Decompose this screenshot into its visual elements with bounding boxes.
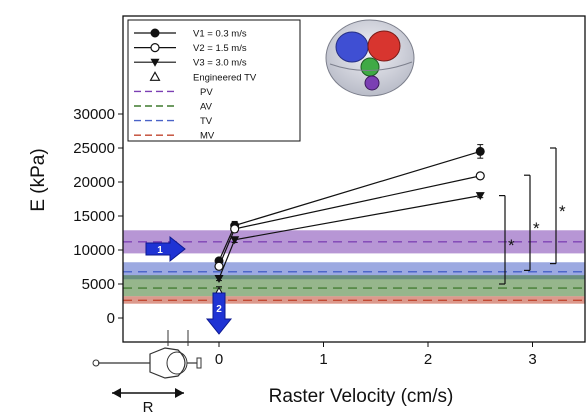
x-tick-label: 2 — [424, 351, 432, 368]
data-point — [475, 171, 485, 181]
y-tick-label: 20000 — [73, 174, 115, 191]
legend-marker — [150, 42, 160, 53]
legend-marker — [149, 71, 161, 81]
legend: V1 = 0.3 m/s V2 = 1.5 m/s V3 = 3.0 m/s Engi… — [127, 19, 301, 142]
significance-bracket: * — [524, 174, 540, 271]
legend-label: V1 = 0.3 m/s — [193, 29, 247, 40]
legend-item: V3 = 3.0 m/s — [134, 58, 247, 69]
x-tick-label: 1 — [319, 351, 327, 368]
y-tick-label: 15000 — [73, 208, 115, 225]
plot-frame — [122, 15, 586, 343]
arrow-1-label: 1 — [157, 245, 163, 256]
y-tick-label: 10000 — [73, 242, 115, 259]
significance-brackets: * * * — [499, 147, 566, 285]
band-av — [123, 275, 585, 297]
arrow-1: 1 — [145, 235, 186, 263]
band-tv — [123, 262, 585, 280]
nozzle-icon — [149, 347, 186, 379]
y-tick-label: 30000 — [73, 106, 115, 123]
tissue-bands — [123, 230, 585, 304]
significance-bracket: * — [550, 147, 566, 265]
nozzle-tip-icon — [92, 359, 100, 367]
legend-item: TV — [134, 116, 213, 127]
valve-blue-icon — [335, 31, 369, 63]
heart-valve-illustration — [325, 19, 415, 97]
data-point — [230, 224, 240, 234]
legend-marker — [150, 58, 160, 67]
x-tick-label: 3 — [528, 351, 536, 368]
y-tick-label: 0 — [107, 310, 115, 327]
legend-item: V1 = 0.3 m/s — [134, 28, 247, 40]
y-tick-label: 5000 — [82, 276, 115, 293]
y-axis: 0 5000 10000 15000 20000 25000 30000 — [73, 106, 123, 327]
legend-item: AV — [134, 102, 213, 113]
legend-label: TV — [200, 116, 213, 127]
y-axis-title: E (kPa) — [28, 148, 49, 211]
right-arrow-icon — [145, 235, 186, 263]
data-point — [230, 236, 240, 245]
x-tick-label: 0 — [215, 351, 223, 368]
legend-item: V2 = 1.5 m/s — [134, 42, 247, 54]
legend-label: PV — [200, 87, 213, 98]
valve-purple-icon — [364, 75, 380, 91]
valve-red-icon — [367, 30, 401, 62]
data-series — [213, 144, 485, 299]
significance-label: * — [559, 202, 566, 221]
arrow-2: 2 — [205, 292, 233, 335]
data-point — [475, 146, 485, 156]
significance-label: * — [533, 219, 540, 238]
legend-label: MV — [200, 131, 215, 142]
legend-label: Engineered TV — [193, 72, 257, 83]
arrow-2-label: 2 — [216, 304, 222, 315]
legend-item: Engineered TV — [149, 71, 257, 83]
legend-item: PV — [134, 87, 213, 98]
data-point — [475, 192, 485, 201]
y-tick-label: 25000 — [73, 140, 115, 157]
inset-label: R — [143, 399, 154, 416]
down-arrow-icon — [205, 292, 233, 335]
legend-marker — [150, 28, 160, 38]
data-point — [214, 261, 224, 271]
significance-label: * — [508, 236, 515, 255]
valve-green-icon — [360, 57, 380, 77]
series-3 — [214, 192, 485, 284]
x-axis-title: Raster Velocity (cm/s) — [269, 386, 454, 407]
x-axis: 0 1 2 3 — [215, 342, 537, 368]
legend-label: V2 = 1.5 m/s — [193, 43, 247, 54]
print-head-illustration: R — [92, 330, 202, 416]
legend-label: V3 = 3.0 m/s — [193, 58, 247, 69]
significance-bracket: * — [499, 195, 515, 285]
series-2 — [214, 171, 485, 271]
legend-item: MV — [134, 131, 215, 142]
data-point — [214, 275, 224, 284]
legend-label: AV — [200, 102, 213, 113]
